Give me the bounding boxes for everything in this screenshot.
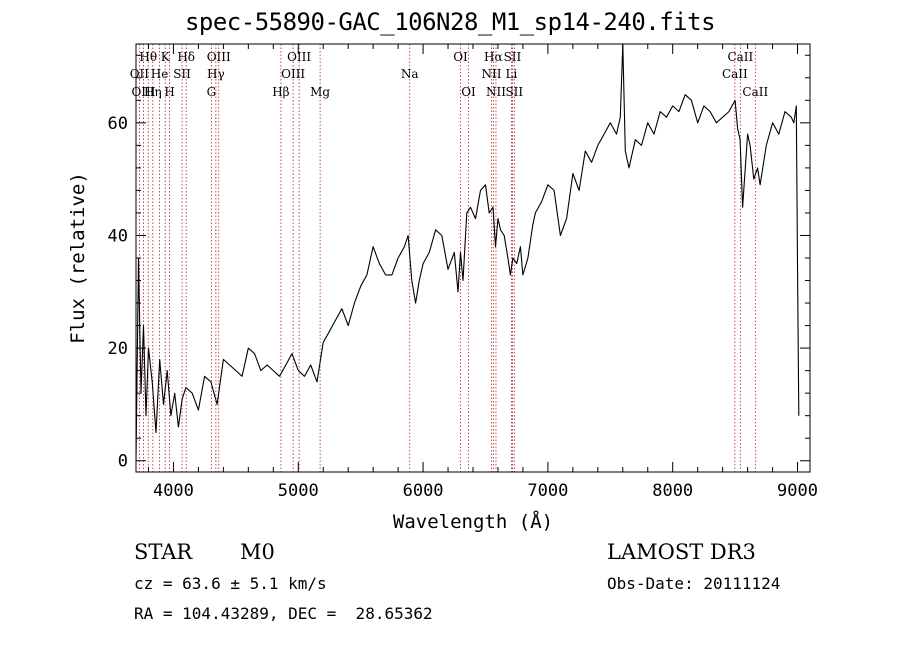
marker-label: OII <box>130 67 150 81</box>
y-tick-label: 0 <box>118 452 128 472</box>
marker-label: G <box>207 85 217 99</box>
marker-label: SII <box>504 50 522 64</box>
marker-label: CaII <box>722 67 748 81</box>
marker-label: Hα <box>484 50 503 64</box>
obs-date-text: Obs-Date: 20111124 <box>607 574 781 593</box>
marker-label: Hγ <box>207 67 225 81</box>
redshift-text: cz = 63.6 ± 5.1 km/s <box>134 574 327 593</box>
marker-label: SII <box>505 85 523 99</box>
marker-label: He <box>151 67 169 81</box>
spectrum-line <box>135 43 800 461</box>
marker-label: OIII <box>287 50 311 64</box>
x-tick-label: 4000 <box>153 481 194 501</box>
spectral-subclass: M0 <box>240 540 275 564</box>
marker-label: OI <box>453 50 468 64</box>
marker-label: Mg <box>310 85 330 99</box>
marker-label: Hθ <box>139 50 157 64</box>
x-tick-label: 6000 <box>403 481 444 501</box>
x-tick-label: 7000 <box>527 481 568 501</box>
marker-label: Hη <box>144 85 162 99</box>
y-tick-label: 20 <box>108 339 128 359</box>
x-axis-label: Wavelength (Å) <box>393 510 553 533</box>
marker-label: Hδ <box>177 50 195 64</box>
x-tick-label: 9000 <box>777 481 818 501</box>
marker-label: H <box>164 85 174 99</box>
object-class: STAR <box>134 540 193 564</box>
marker-label: OIII <box>131 85 155 99</box>
y-tick-label: 40 <box>108 226 128 246</box>
marker-label: K <box>161 50 171 64</box>
marker-label: Li <box>506 67 518 81</box>
marker-label: CaII <box>742 85 768 99</box>
marker-label: OIII <box>207 50 231 64</box>
marker-label: Na <box>401 67 419 81</box>
marker-label: NII <box>486 85 506 99</box>
marker-label: Hβ <box>272 85 289 99</box>
coordinates-text: RA = 104.43289, DEC = 28.65362 <box>134 604 433 623</box>
marker-label: NII <box>481 67 501 81</box>
y-tick-label: 60 <box>108 114 128 134</box>
marker-label: OIII <box>281 67 305 81</box>
marker-label: OI <box>461 85 476 99</box>
plot-frame <box>135 43 811 473</box>
x-tick-label: 5000 <box>278 481 319 501</box>
survey-label: LAMOST DR3 <box>607 540 756 564</box>
marker-label: CaII <box>727 50 753 64</box>
chart-title: spec-55890-GAC_106N28_M1_sp14-240.fits <box>184 8 716 36</box>
x-tick-label: 8000 <box>652 481 693 501</box>
marker-label: SII <box>173 67 191 81</box>
y-axis-label: Flux (relative) <box>67 172 89 344</box>
